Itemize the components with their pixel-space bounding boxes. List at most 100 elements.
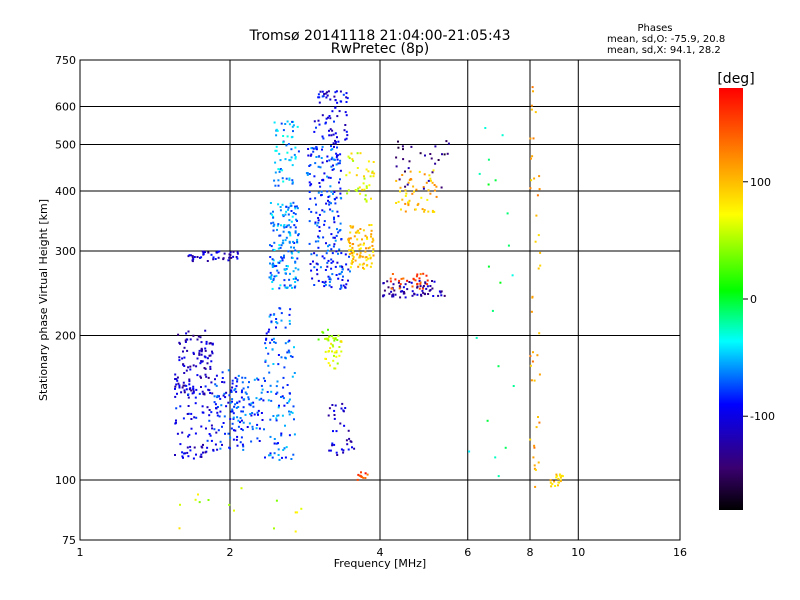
- echo-point: [329, 449, 332, 452]
- echo-point: [257, 413, 259, 416]
- echo-point: [423, 210, 426, 213]
- echo-point: [327, 116, 329, 119]
- echo-point: [416, 286, 419, 289]
- echo-point: [324, 92, 327, 95]
- echo-point: [420, 196, 423, 199]
- echo-point: [336, 115, 339, 118]
- echo-point: [278, 170, 281, 173]
- echo-point: [278, 287, 281, 290]
- echo-point: [549, 481, 552, 484]
- echo-point: [185, 332, 188, 335]
- echo-point: [209, 365, 212, 368]
- echo-point: [327, 90, 330, 93]
- echo-point: [557, 477, 560, 480]
- echo-point: [239, 441, 242, 444]
- echo-point: [273, 452, 276, 455]
- echo-point: [291, 411, 294, 414]
- echo-point: [330, 342, 333, 345]
- echo-point: [219, 397, 222, 400]
- echo-point: [235, 256, 238, 258]
- echo-point: [282, 397, 285, 400]
- colorbar-ticks: 100 0 -100: [743, 176, 775, 423]
- echo-point: [367, 247, 370, 250]
- echo-point: [277, 223, 280, 226]
- echo-point: [404, 185, 407, 188]
- echo-point: [371, 237, 374, 240]
- x-tick-label: 6: [464, 546, 471, 559]
- echo-point: [272, 221, 275, 224]
- echo-point: [427, 210, 430, 213]
- echo-point: [287, 349, 290, 352]
- echo-point: [211, 350, 213, 353]
- echo-point: [222, 422, 225, 424]
- echo-point: [551, 483, 554, 486]
- echo-point: [408, 160, 411, 163]
- echo-point: [174, 378, 177, 380]
- echo-point: [268, 328, 271, 331]
- echo-point: [419, 281, 422, 284]
- echo-point: [286, 135, 289, 138]
- echo-point: [367, 257, 369, 260]
- echo-point: [284, 356, 287, 359]
- echo-point: [229, 251, 232, 254]
- echo-point: [192, 353, 195, 355]
- echo-point: [343, 129, 346, 132]
- echo-point: [255, 427, 258, 430]
- echo-point: [336, 339, 339, 341]
- echo-point: [294, 530, 297, 533]
- echo-point: [352, 256, 355, 259]
- echo-point: [296, 511, 299, 514]
- echo-point: [277, 354, 280, 356]
- echo-point: [534, 111, 537, 114]
- echo-point: [328, 284, 331, 287]
- echo-point: [279, 168, 282, 170]
- echo-point: [327, 328, 329, 331]
- echo-point: [275, 274, 278, 277]
- echo-point: [287, 400, 290, 403]
- echo-point: [315, 254, 318, 257]
- echo-point: [257, 409, 260, 412]
- echo-point: [353, 235, 356, 238]
- echo-point: [392, 295, 395, 298]
- echo-point: [294, 231, 297, 234]
- echo-point: [273, 527, 275, 530]
- echo-point: [288, 322, 291, 325]
- echo-point: [366, 238, 369, 240]
- y-tick-label: 600: [55, 101, 76, 114]
- echo-point: [243, 398, 246, 401]
- echo-point: [329, 278, 332, 281]
- echo-point: [291, 375, 294, 378]
- echo-point: [290, 251, 293, 254]
- echo-point: [332, 260, 335, 263]
- echo-point: [252, 405, 255, 408]
- echo-point: [370, 197, 372, 200]
- echo-point: [370, 262, 373, 265]
- echo-point: [341, 402, 344, 405]
- echo-point: [328, 407, 331, 410]
- echo-point: [369, 257, 372, 260]
- echo-point: [283, 226, 286, 229]
- echo-point: [317, 217, 320, 219]
- echo-point: [292, 212, 295, 214]
- echo-point: [291, 164, 294, 167]
- echo-point: [350, 440, 353, 443]
- echo-point: [281, 259, 284, 262]
- echo-point: [433, 280, 436, 283]
- echo-point: [191, 255, 194, 258]
- echo-point: [362, 229, 365, 232]
- echo-point: [345, 101, 348, 103]
- echo-point: [364, 250, 367, 253]
- echo-point: [202, 253, 205, 255]
- echo-point: [328, 335, 331, 338]
- echo-point: [192, 387, 195, 390]
- echo-point: [367, 160, 370, 163]
- echo-point: [269, 202, 272, 204]
- echo-point: [216, 251, 219, 254]
- echo-point: [333, 339, 336, 342]
- echo-point: [387, 286, 390, 289]
- echo-point: [363, 188, 366, 191]
- echo-point: [231, 398, 234, 401]
- echo-point: [285, 205, 288, 208]
- echo-point: [350, 152, 353, 155]
- echo-point: [223, 415, 226, 418]
